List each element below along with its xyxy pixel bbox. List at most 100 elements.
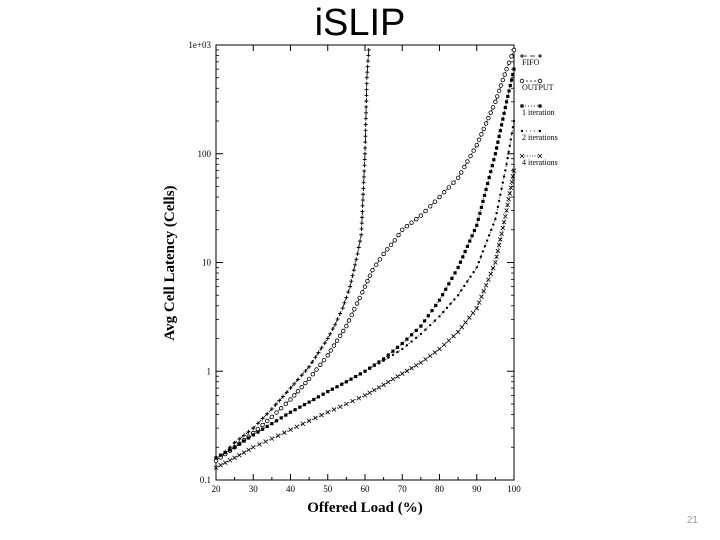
data-point — [489, 170, 493, 174]
data-point — [501, 117, 505, 121]
data-point — [444, 287, 448, 291]
data-point — [400, 341, 404, 346]
data-point — [284, 390, 289, 395]
data-point — [269, 406, 274, 411]
data-point — [404, 368, 410, 374]
data-point — [423, 319, 427, 323]
data-point — [396, 350, 399, 354]
data-point — [260, 416, 265, 421]
data-point — [476, 300, 482, 305]
legend-label: 1 iteration — [522, 108, 555, 117]
data-point — [486, 277, 491, 282]
data-point — [360, 290, 365, 295]
data-point — [505, 202, 510, 208]
data-point — [274, 410, 279, 415]
data-point — [338, 311, 343, 316]
data-point — [504, 169, 507, 172]
data-point — [363, 128, 368, 133]
data-point — [472, 228, 477, 233]
data-point — [483, 244, 487, 248]
data-point — [446, 338, 452, 343]
data-point — [377, 360, 381, 364]
legend-marker — [538, 54, 542, 58]
data-point — [441, 190, 447, 195]
data-point — [508, 83, 512, 88]
data-point — [314, 367, 319, 372]
data-point — [484, 187, 488, 192]
data-point — [385, 247, 390, 252]
data-point — [509, 138, 513, 141]
data-point — [368, 367, 371, 370]
data-point — [496, 140, 500, 144]
data-point — [337, 333, 343, 339]
data-point — [307, 400, 311, 404]
data-point — [257, 442, 262, 447]
data-point — [219, 453, 222, 457]
data-point — [363, 140, 368, 145]
data-point — [360, 215, 365, 220]
data-point — [469, 275, 472, 278]
data-point — [419, 332, 423, 336]
data-point — [354, 301, 360, 306]
data-point — [458, 260, 463, 264]
data-point — [385, 379, 391, 385]
data-point — [418, 360, 424, 365]
data-point — [506, 196, 511, 202]
x-tick-label: 30 — [249, 484, 259, 494]
data-point — [227, 457, 233, 463]
data-point — [494, 218, 497, 221]
legend-marker — [520, 54, 524, 58]
data-point — [496, 242, 502, 248]
data-point — [246, 447, 251, 453]
data-point — [474, 305, 480, 311]
data-point — [251, 426, 256, 431]
data-point — [365, 278, 370, 284]
data-point — [493, 260, 498, 265]
legend-marker — [519, 153, 525, 159]
data-point — [318, 362, 323, 367]
data-point — [496, 205, 500, 209]
data-point — [437, 346, 442, 352]
data-point — [356, 245, 361, 250]
data-point — [414, 328, 418, 333]
data-point — [260, 422, 265, 428]
data-point — [487, 175, 491, 180]
data-point — [359, 226, 364, 231]
data-point — [400, 227, 405, 232]
data-point — [360, 209, 365, 214]
data-point — [409, 365, 414, 371]
data-point — [409, 220, 414, 225]
data-point — [504, 100, 509, 104]
data-point — [499, 123, 504, 127]
data-point — [377, 362, 381, 365]
data-point — [501, 219, 507, 225]
data-point — [335, 385, 339, 388]
data-point — [322, 341, 327, 346]
data-point — [492, 223, 495, 226]
data-point — [358, 239, 363, 244]
data-point — [364, 104, 369, 109]
data-point — [363, 116, 368, 121]
data-point — [428, 323, 432, 327]
data-point — [364, 110, 369, 115]
data-point — [265, 418, 270, 424]
data-point — [501, 181, 505, 184]
data-point — [511, 125, 515, 129]
data-point — [265, 411, 270, 416]
data-point — [463, 284, 466, 288]
data-point — [330, 327, 335, 332]
data-point — [363, 134, 368, 139]
data-point — [306, 418, 312, 424]
data-point — [399, 371, 405, 376]
data-point — [432, 199, 438, 204]
data-point — [459, 324, 465, 330]
data-point — [479, 205, 484, 209]
data-point — [486, 181, 490, 186]
data-point — [321, 393, 325, 396]
data-point — [246, 429, 251, 434]
data-point — [344, 295, 349, 300]
data-point — [381, 382, 386, 388]
data-point — [366, 47, 371, 52]
data-point — [359, 232, 364, 237]
data-point — [218, 462, 223, 468]
